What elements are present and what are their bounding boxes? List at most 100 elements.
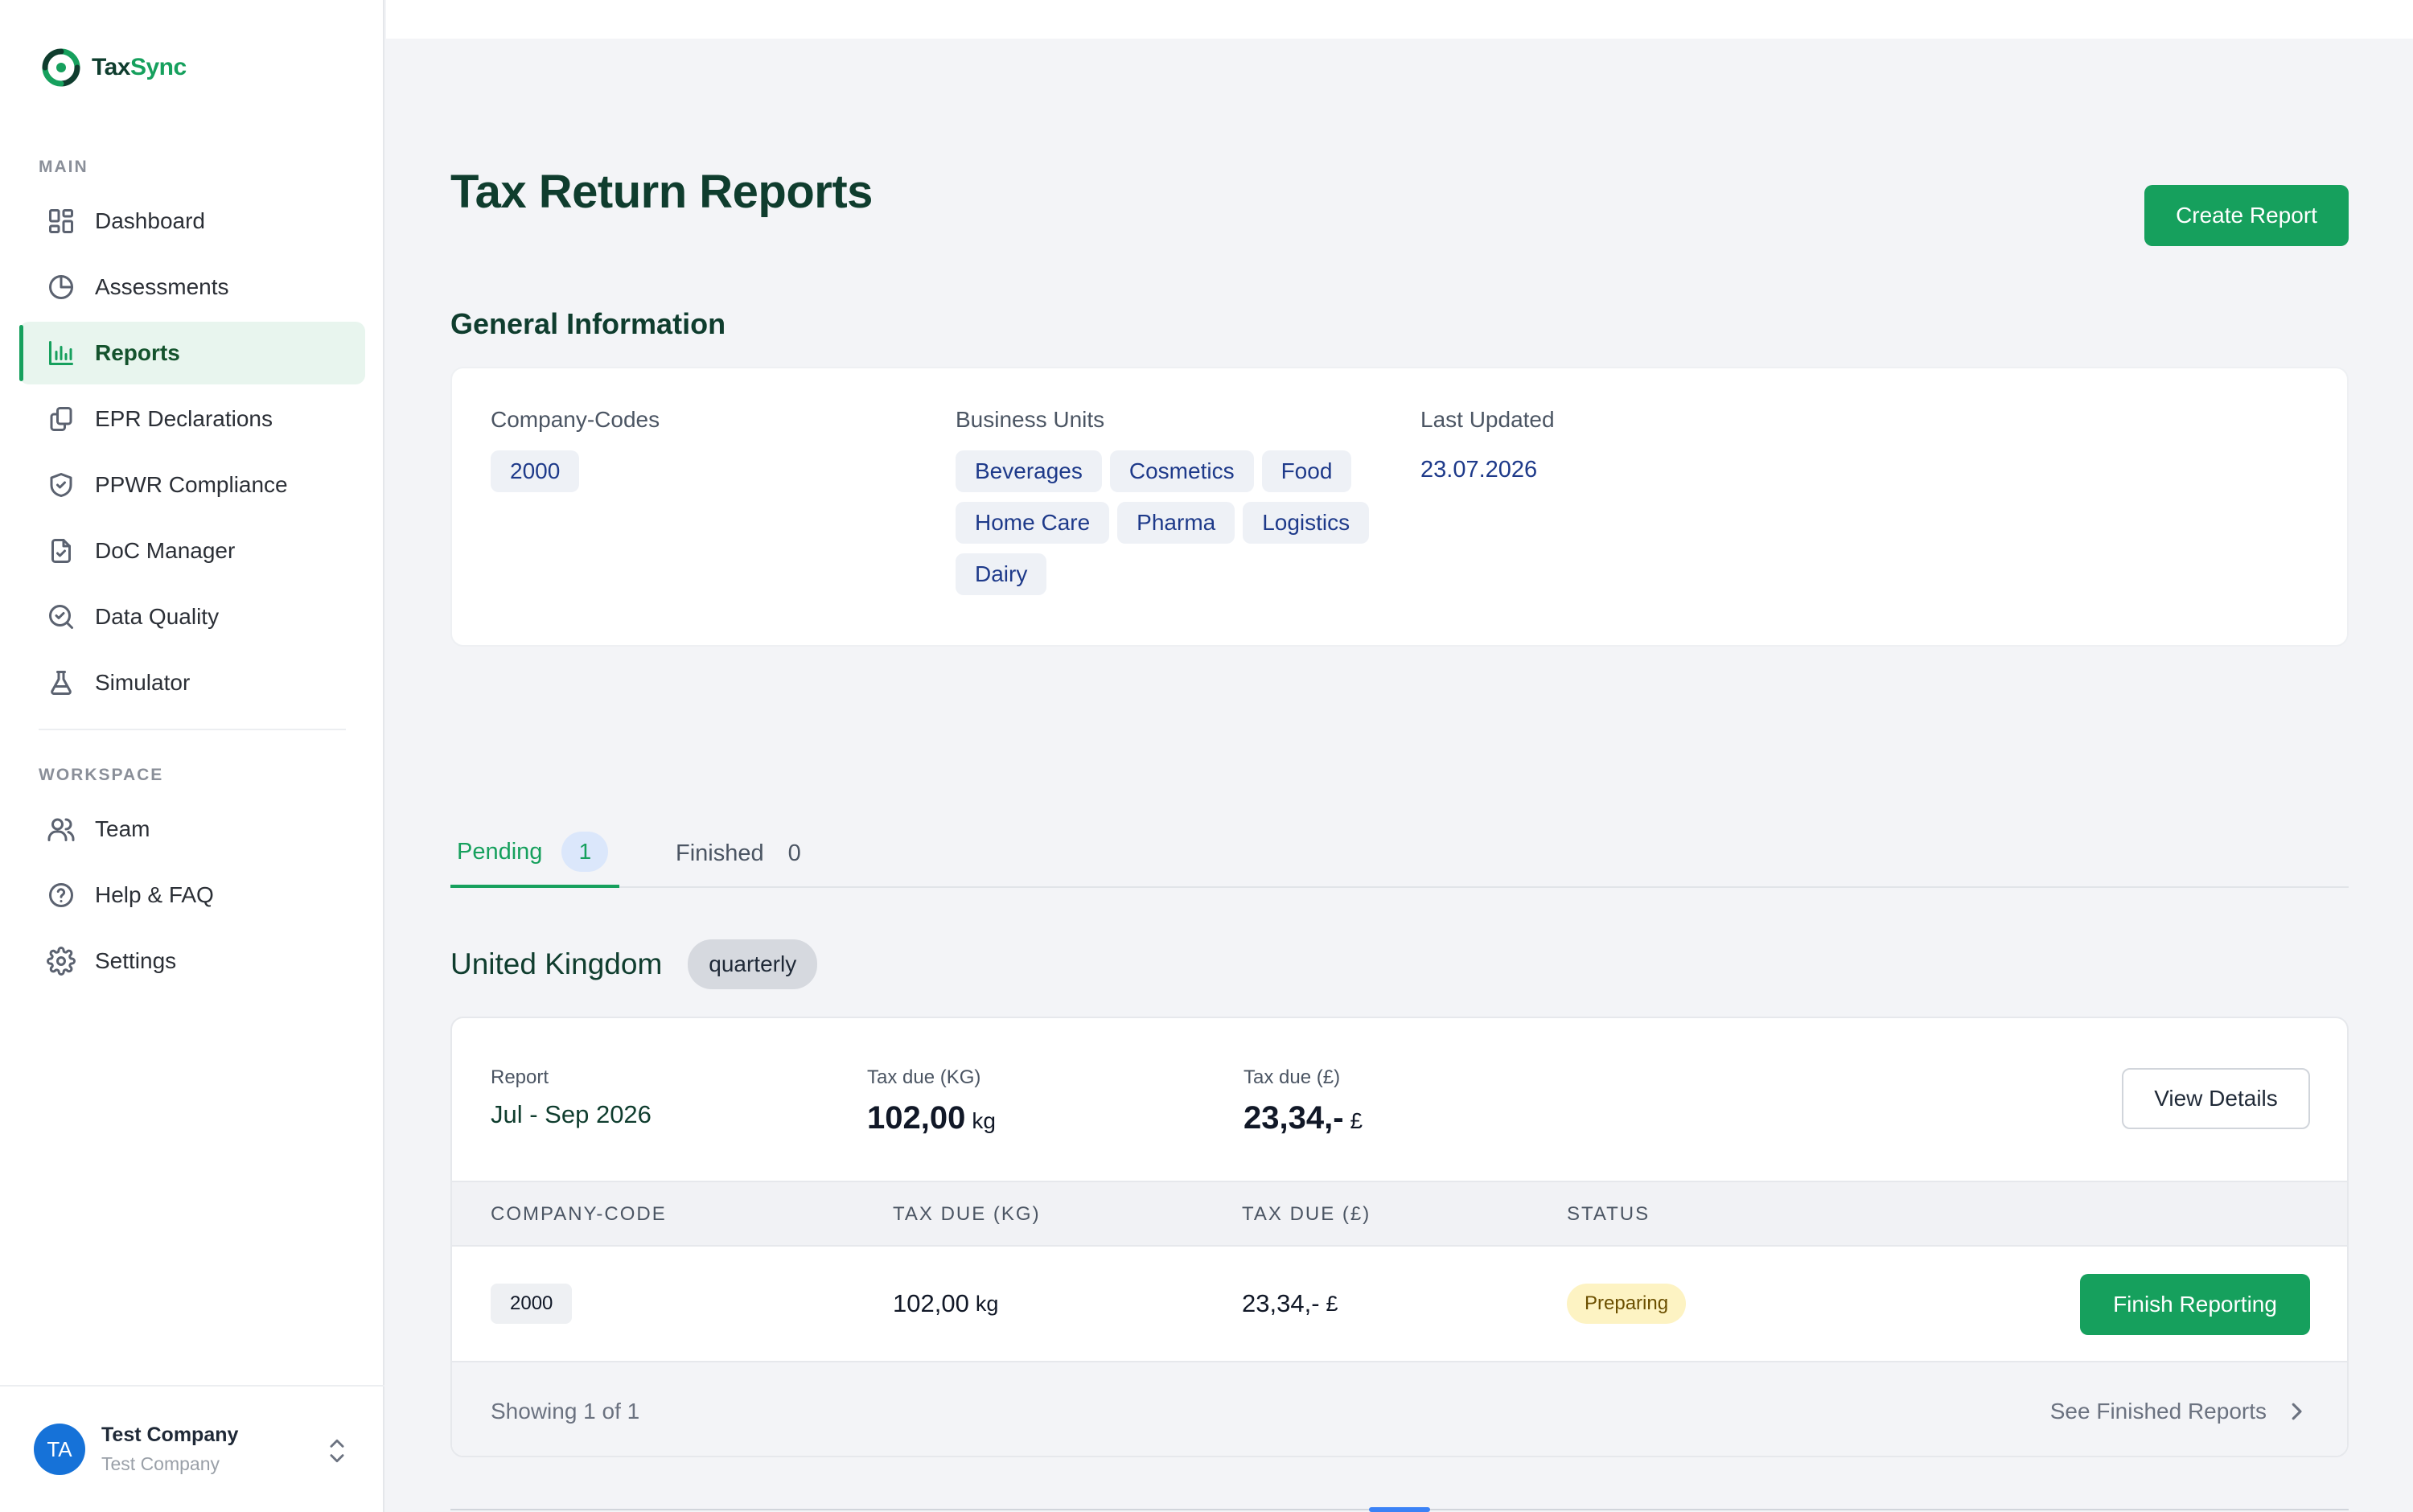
sidebar-divider — [39, 729, 346, 730]
sidebar-item-team[interactable]: Team — [19, 798, 365, 861]
company-code-chip: 2000 — [491, 450, 580, 492]
tax-gbp-total: 23,34,- £ — [1243, 1100, 1363, 1136]
column-header: TAX DUE (KG) — [893, 1203, 1041, 1225]
sidebar-item-data-quality[interactable]: Data Quality — [19, 585, 365, 648]
dashboard-icon — [45, 205, 77, 237]
app-logo[interactable]: TaxSync — [42, 48, 187, 87]
view-details-button[interactable]: View Details — [2122, 1068, 2310, 1129]
status-cell: Preparing — [1567, 1247, 1687, 1361]
bar-chart-icon — [45, 337, 77, 369]
user-account-switcher[interactable]: TA Test Company Test Company — [0, 1385, 384, 1512]
sidebar-item-label: Help & FAQ — [95, 882, 214, 907]
tax-kg-field: Tax due (KG) 102,00 kg — [867, 1066, 996, 1136]
tax-kg-total: 102,00 kg — [867, 1100, 996, 1136]
report-period-field: Report Jul - Sep 2026 — [491, 1066, 652, 1129]
report-card: Report Jul - Sep 2026 Tax due (KG) 102,0… — [450, 1017, 2349, 1457]
report-period: Jul - Sep 2026 — [491, 1100, 652, 1128]
main-nav: Dashboard Assessments Reports EPR Declar… — [19, 190, 365, 717]
last-updated-label: Last Updated — [1420, 407, 1555, 432]
sidebar-item-simulator[interactable]: Simulator — [19, 651, 365, 714]
sidebar-item-doc-manager[interactable]: DoC Manager — [19, 520, 365, 582]
frequency-badge: quarterly — [688, 939, 818, 989]
business-unit-chip: Logistics — [1243, 502, 1370, 544]
company-codes-field: Company-Codes 2000 — [491, 407, 909, 492]
country-name: United Kingdom — [450, 947, 663, 980]
logo-icon — [42, 48, 80, 87]
column-header: COMPANY-CODE — [491, 1203, 667, 1225]
finished-count: 0 — [787, 840, 801, 866]
search-check-icon — [45, 601, 77, 633]
sidebar-item-label: DoC Manager — [95, 538, 236, 563]
table-row: 2000 102,00 kg 23,34,- £ Preparing Finish … — [452, 1247, 2347, 1361]
sidebar-item-dashboard[interactable]: Dashboard — [19, 190, 365, 253]
link-label: See Finished Reports — [2049, 1399, 2267, 1424]
chevron-right-icon — [2292, 1403, 2302, 1420]
business-unit-chip: Pharma — [1117, 502, 1235, 544]
business-unit-chip: Food — [1261, 450, 1352, 492]
business-unit-chip: Beverages — [956, 450, 1102, 492]
gear-icon — [45, 945, 77, 977]
business-unit-chip: Dairy — [956, 553, 1047, 595]
sidebar-item-label: Data Quality — [95, 604, 220, 629]
chevron-up-down-icon[interactable] — [323, 1435, 351, 1467]
report-label: Report — [491, 1066, 549, 1088]
tax-kg-label: Tax due (KG) — [867, 1066, 981, 1088]
business-unit-chip: Cosmetics — [1109, 450, 1254, 492]
workspace-nav: Team Help & FAQ Settings — [19, 798, 365, 996]
table-footer: Showing 1 of 1 See Finished Reports — [452, 1361, 2347, 1456]
pending-count-badge: 1 — [561, 832, 609, 872]
last-updated-field: Last Updated 23.07.2026 — [1420, 407, 1742, 483]
scroll-indicator — [1369, 1507, 1430, 1512]
page-title: Tax Return Reports — [450, 166, 873, 218]
column-header: TAX DUE (£) — [1242, 1203, 1371, 1225]
country-group-header: United Kingdom quarterly — [450, 939, 818, 989]
shield-check-icon — [45, 469, 77, 501]
tax-gbp-cell: 23,34,- £ — [1242, 1289, 1338, 1317]
sidebar-item-epr-declarations[interactable]: EPR Declarations — [19, 388, 365, 450]
top-bar — [386, 0, 2413, 39]
company-code-chip: 2000 — [491, 1284, 573, 1324]
sidebar-item-label: PPWR Compliance — [95, 472, 288, 497]
sidebar-item-assessments[interactable]: Assessments — [19, 256, 365, 318]
sidebar-item-label: Simulator — [95, 670, 191, 695]
workspace-section-label: WORKSPACE — [39, 766, 164, 784]
sidebar-item-ppwr-compliance[interactable]: PPWR Compliance — [19, 454, 365, 516]
tab-label: Pending — [457, 838, 543, 865]
users-icon — [45, 813, 77, 845]
finish-reporting-button[interactable]: Finish Reporting — [2080, 1274, 2310, 1335]
create-report-button[interactable]: Create Report — [2144, 185, 2349, 246]
tax-gbp-label: Tax due (£) — [1243, 1066, 1341, 1088]
tab-label: Finished — [676, 840, 764, 866]
business-unit-chip: Home Care — [956, 502, 1110, 544]
user-subtitle: Test Company — [101, 1453, 220, 1474]
user-info: Test Company Test Company — [101, 1424, 238, 1475]
report-tabs: Pending 1 Finished 0 — [450, 819, 2349, 888]
user-name: Test Company — [101, 1424, 239, 1446]
table-header: COMPANY-CODE TAX DUE (KG) TAX DUE (£) ST… — [452, 1181, 2347, 1247]
sidebar-item-label: Assessments — [95, 274, 229, 299]
sidebar-item-label: Reports — [95, 340, 180, 365]
business-units-label: Business Units — [956, 407, 1105, 432]
tab-pending[interactable]: Pending 1 — [450, 819, 619, 888]
sidebar-item-label: Dashboard — [95, 208, 205, 233]
tab-finished[interactable]: Finished 0 — [676, 819, 801, 888]
sidebar-item-settings[interactable]: Settings — [19, 930, 365, 992]
sidebar-item-reports[interactable]: Reports — [19, 322, 365, 384]
pie-chart-icon — [45, 271, 77, 303]
pagination-info: Showing 1 of 1 — [491, 1399, 640, 1424]
tax-kg-cell: 102,00 kg — [893, 1289, 999, 1317]
logo-text: TaxSync — [92, 54, 187, 80]
sidebar-item-label: Settings — [95, 948, 177, 973]
main-section-label: MAIN — [39, 158, 88, 176]
sidebar-item-help-faq[interactable]: Help & FAQ — [19, 864, 365, 927]
business-units-field: Business Units Beverages Cosmetics Food … — [956, 407, 1390, 595]
tax-gbp-field: Tax due (£) 23,34,- £ — [1243, 1066, 1363, 1136]
sidebar-item-label: Team — [95, 816, 150, 841]
flask-icon — [45, 667, 77, 699]
sidebar: TaxSync MAIN Dashboard Assessments Repor… — [0, 0, 384, 1512]
company-codes-label: Company-Codes — [491, 407, 660, 432]
general-info-title: General Information — [450, 307, 726, 340]
see-finished-reports-link[interactable]: See Finished Reports — [2049, 1362, 2308, 1456]
help-circle-icon — [45, 879, 77, 911]
sidebar-item-label: EPR Declarations — [95, 406, 273, 431]
